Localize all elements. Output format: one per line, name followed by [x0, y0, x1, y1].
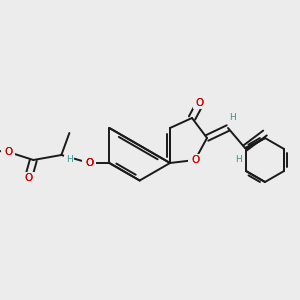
Text: H: H — [229, 113, 236, 122]
Text: O: O — [85, 158, 94, 168]
Text: O: O — [4, 147, 13, 157]
FancyBboxPatch shape — [2, 146, 15, 158]
Text: O: O — [24, 173, 32, 183]
FancyBboxPatch shape — [2, 146, 15, 158]
FancyBboxPatch shape — [234, 155, 244, 164]
FancyBboxPatch shape — [193, 97, 207, 109]
Text: O: O — [85, 158, 94, 168]
Text: O: O — [196, 98, 204, 108]
FancyBboxPatch shape — [21, 172, 35, 184]
Text: O: O — [24, 173, 32, 183]
FancyBboxPatch shape — [82, 157, 96, 169]
Text: H: H — [236, 155, 242, 164]
Text: O: O — [196, 98, 204, 108]
FancyBboxPatch shape — [193, 97, 207, 109]
Text: H: H — [66, 154, 73, 164]
FancyBboxPatch shape — [64, 154, 74, 164]
FancyBboxPatch shape — [82, 157, 96, 169]
FancyBboxPatch shape — [188, 154, 202, 166]
FancyBboxPatch shape — [82, 157, 96, 169]
FancyBboxPatch shape — [227, 113, 237, 122]
Text: O: O — [4, 147, 13, 157]
Text: O: O — [191, 155, 199, 165]
FancyBboxPatch shape — [188, 154, 202, 166]
Text: O: O — [85, 158, 94, 168]
FancyBboxPatch shape — [21, 172, 35, 184]
Text: O: O — [191, 155, 199, 165]
